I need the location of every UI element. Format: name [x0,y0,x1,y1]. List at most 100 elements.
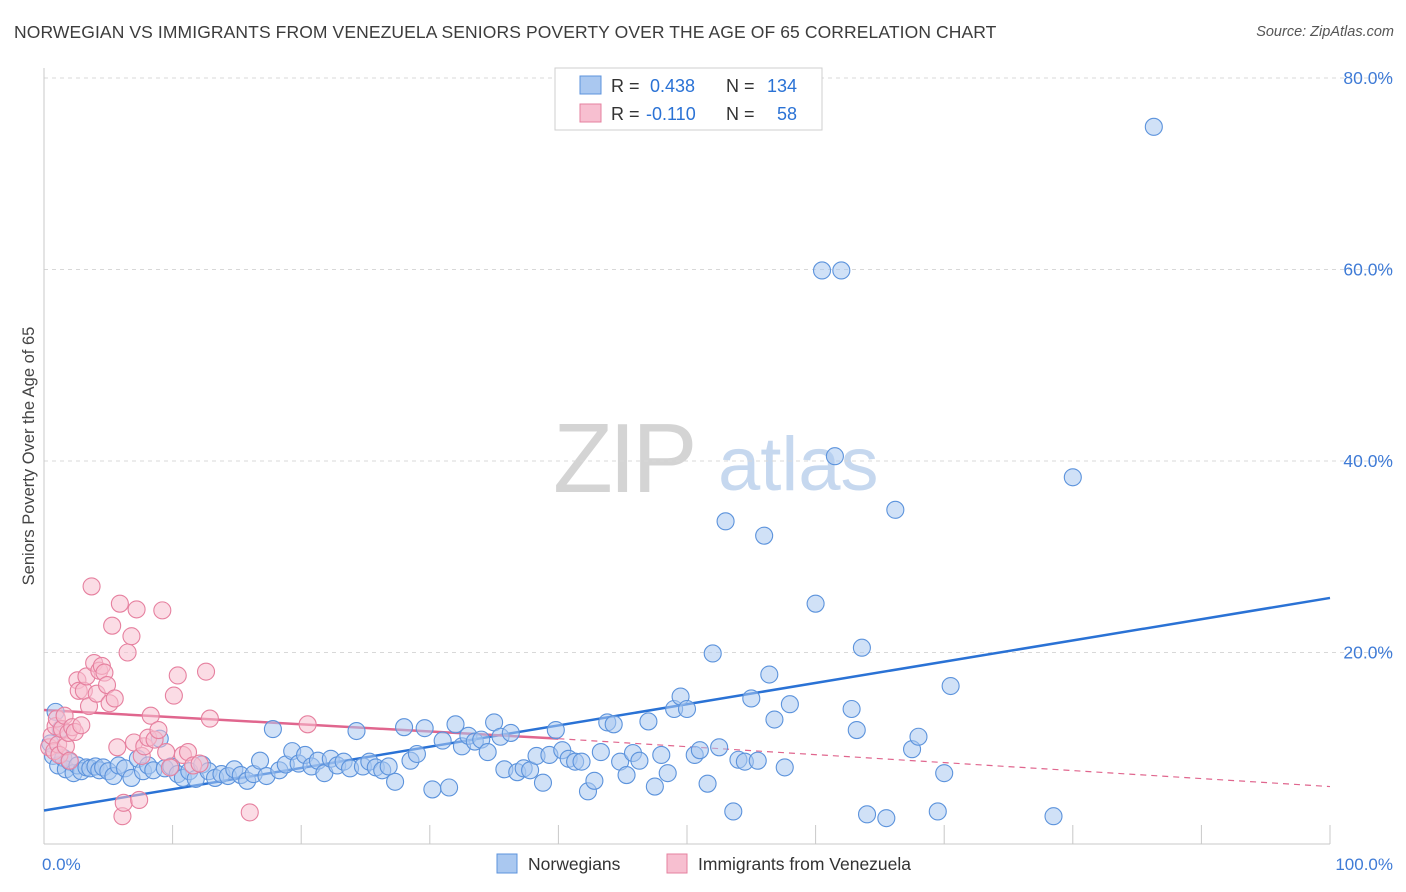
point-norwegians-128 [847,721,866,740]
point-norwegians-130 [857,805,877,824]
point-norwegians-100 [639,712,658,731]
bottom-legend-label-venezuela: Immigrants from Venezuela [698,854,911,874]
point-norwegians-113 [724,802,743,821]
point-venezuela-35 [122,627,141,646]
y-tick-label-40: 40.0% [1343,451,1393,471]
point-venezuela-57 [298,715,317,734]
point-venezuela-16 [72,716,91,735]
point-norwegians-66 [415,719,434,738]
point-venezuela-44 [149,721,168,740]
point-norwegians-84 [533,773,553,792]
point-norwegians-99 [630,751,649,770]
point-norwegians-90 [572,752,591,771]
point-venezuela-20 [82,577,101,596]
point-norwegians-65 [407,744,426,764]
bottom-legend-label-norwegians: Norwegians [528,854,621,874]
point-norwegians-93 [591,743,610,762]
point-norwegians-106 [677,699,697,719]
point-venezuela-53 [190,754,209,773]
point-norwegians-132 [886,500,905,519]
point-norwegians-63 [395,718,414,737]
point-norwegians-123 [806,594,825,613]
point-norwegians-68 [433,731,452,750]
point-venezuela-29 [105,689,124,708]
point-norwegians-61 [379,757,398,776]
point-venezuela-37 [127,600,146,619]
legend-r-label-2: R = [611,104,640,124]
point-norwegians-135 [928,802,947,821]
chart-source: Source: ZipAtlas.com [1256,24,1394,40]
point-norwegians-117 [748,751,767,770]
point-norwegians-127 [842,699,861,719]
point-norwegians-134 [909,727,928,746]
legend-swatch-norwegians [579,75,602,95]
point-venezuela-45 [153,601,172,620]
point-norwegians-136 [935,764,954,783]
correlation-legend: R = 0.438 N = 134 R = -0.110 N = 58 [554,67,823,131]
x-ticks [172,825,1331,844]
point-norwegians-112 [716,512,735,531]
point-norwegians-126 [832,261,851,280]
point-norwegians-92 [585,771,604,790]
point-norwegians-116 [742,689,761,708]
point-venezuela-33 [114,793,133,812]
data-points [40,117,1163,828]
point-venezuela-30 [108,738,127,757]
bottom-legend-swatch-venezuela [666,853,688,874]
legend-n-label-1: N = [726,76,755,96]
point-norwegians-118 [755,526,774,545]
point-venezuela-47 [160,758,180,777]
point-norwegians-120 [765,710,784,729]
y-tick-label-20: 20.0% [1343,643,1393,663]
point-norwegians-97 [617,766,636,785]
watermark-zip: ZIP [553,403,693,513]
point-norwegians-43 [263,720,282,739]
point-norwegians-69 [440,778,459,797]
chart-title: NORWEGIAN VS IMMIGRANTS FROM VENEZUELA S… [14,22,997,42]
y-tick-label-80: 80.0% [1343,68,1393,88]
point-norwegians-121 [775,758,794,777]
point-venezuela-38 [130,790,149,810]
point-norwegians-56 [347,721,366,741]
point-norwegians-95 [604,715,623,734]
point-norwegians-109 [698,774,717,793]
point-venezuela-11 [60,751,79,770]
y-tick-labels: 20.0% 40.0% 60.0% 80.0% [1343,68,1393,663]
gridlines [44,77,1392,653]
point-venezuela-31 [110,594,129,613]
point-norwegians-129 [852,638,871,657]
point-venezuela-55 [200,709,219,728]
bottom-legend-swatch-norwegians [496,853,518,874]
point-norwegians-75 [478,743,497,762]
legend-n-value-1: 134 [767,76,797,96]
point-norwegians-119 [760,665,779,684]
point-venezuela-48 [164,686,183,705]
legend-n-label-2: N = [726,104,755,124]
point-norwegians-124 [812,261,832,280]
point-venezuela-34 [118,643,137,662]
point-norwegians-108 [690,741,709,760]
point-norwegians-41 [250,751,270,770]
point-venezuela-42 [141,706,160,725]
point-venezuela-56 [240,803,259,822]
point-norwegians-79 [501,723,520,742]
point-norwegians-125 [825,447,844,466]
legend-r-value-1: 0.438 [650,76,695,96]
point-norwegians-138 [1044,807,1063,826]
watermark-atlas: atlas [718,422,879,507]
point-norwegians-122 [780,695,799,714]
legend-r-value-2: -0.110 [646,104,696,124]
point-venezuela-46 [157,743,176,762]
legend-swatch-venezuela [579,103,602,123]
point-venezuela-26 [97,676,117,695]
legend-r-label-1: R = [611,76,640,96]
y-axis-label: Seniors Poverty Over the Age of 65 [20,327,38,586]
watermark: ZIP atlas [553,403,879,513]
point-norwegians-62 [386,772,405,791]
trend-line-venezuela-extended [558,738,1331,788]
point-norwegians-110 [703,644,722,663]
x-tick-label-0: 0.0% [42,855,81,874]
point-norwegians-131 [877,809,896,828]
